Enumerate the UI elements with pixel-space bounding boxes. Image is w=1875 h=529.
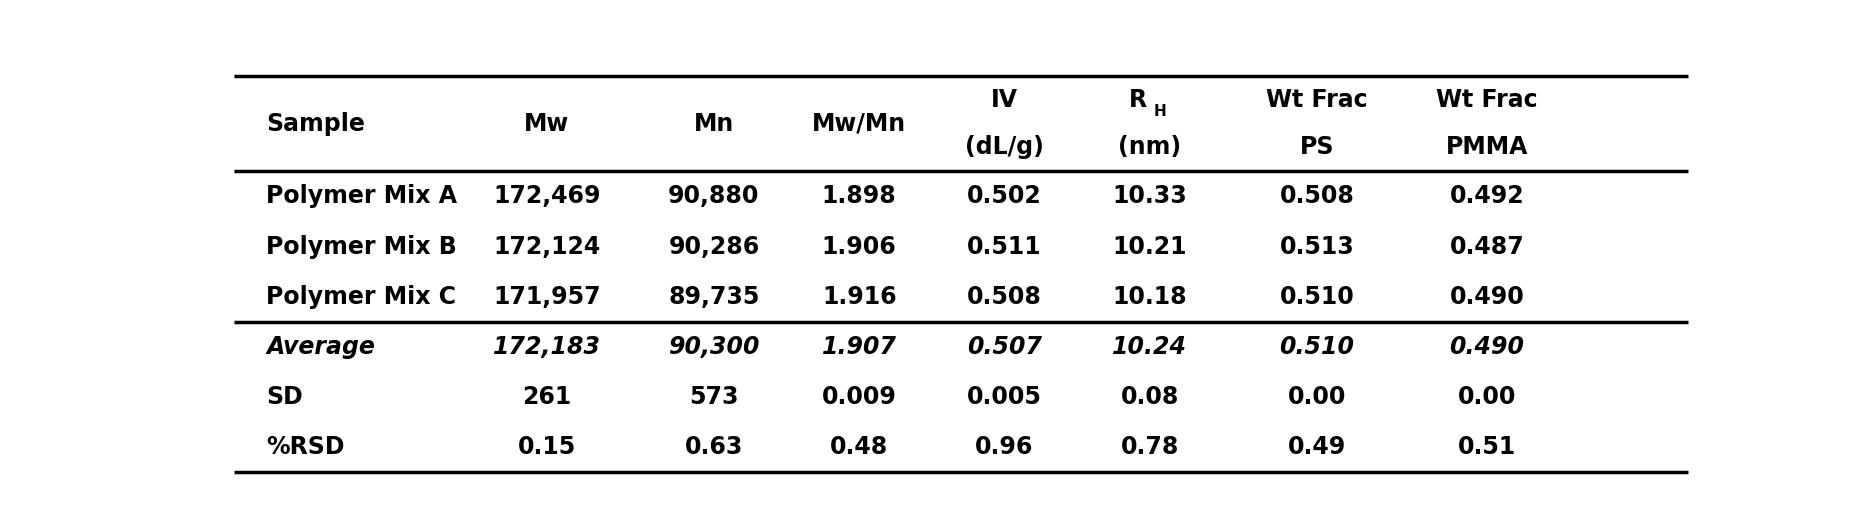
Text: 0.490: 0.490 bbox=[1449, 285, 1524, 309]
Text: 0.63: 0.63 bbox=[684, 435, 742, 459]
Text: 0.508: 0.508 bbox=[1279, 185, 1354, 208]
Text: %RSD: %RSD bbox=[266, 435, 345, 459]
Text: 0.00: 0.00 bbox=[1288, 385, 1346, 409]
Text: PS: PS bbox=[1299, 135, 1335, 159]
Text: 0.48: 0.48 bbox=[831, 435, 889, 459]
Text: 90,300: 90,300 bbox=[668, 335, 759, 359]
Text: Polymer Mix C: Polymer Mix C bbox=[266, 285, 456, 309]
Text: IV: IV bbox=[992, 88, 1018, 112]
Text: 0.009: 0.009 bbox=[821, 385, 896, 409]
Text: 0.513: 0.513 bbox=[1279, 234, 1354, 259]
Text: Mw/Mn: Mw/Mn bbox=[812, 112, 906, 135]
Text: 90,286: 90,286 bbox=[668, 234, 759, 259]
Text: Polymer Mix A: Polymer Mix A bbox=[266, 185, 458, 208]
Text: 0.51: 0.51 bbox=[1459, 435, 1517, 459]
Text: Sample: Sample bbox=[266, 112, 366, 135]
Text: Polymer Mix B: Polymer Mix B bbox=[266, 234, 458, 259]
Text: 0.00: 0.00 bbox=[1457, 385, 1517, 409]
Text: 10.18: 10.18 bbox=[1112, 285, 1187, 309]
Text: 0.487: 0.487 bbox=[1449, 234, 1524, 259]
Text: (nm): (nm) bbox=[1118, 135, 1181, 159]
Text: 0.15: 0.15 bbox=[518, 435, 576, 459]
Text: 573: 573 bbox=[690, 385, 739, 409]
Text: 90,880: 90,880 bbox=[668, 185, 759, 208]
Text: 0.490: 0.490 bbox=[1449, 335, 1524, 359]
Text: 0.492: 0.492 bbox=[1449, 185, 1524, 208]
Text: 0.510: 0.510 bbox=[1279, 285, 1354, 309]
Text: Average: Average bbox=[266, 335, 375, 359]
Text: 1.907: 1.907 bbox=[821, 335, 896, 359]
Text: 0.96: 0.96 bbox=[975, 435, 1033, 459]
Text: Mn: Mn bbox=[694, 112, 733, 135]
Text: H: H bbox=[1153, 104, 1166, 119]
Text: 0.511: 0.511 bbox=[968, 234, 1042, 259]
Text: 0.49: 0.49 bbox=[1288, 435, 1346, 459]
Text: 172,124: 172,124 bbox=[493, 234, 600, 259]
Text: 1.898: 1.898 bbox=[821, 185, 896, 208]
Text: 0.005: 0.005 bbox=[968, 385, 1042, 409]
Text: Wt Frac: Wt Frac bbox=[1436, 88, 1538, 112]
Text: 89,735: 89,735 bbox=[668, 285, 759, 309]
Text: PMMA: PMMA bbox=[1446, 135, 1528, 159]
Text: Mw: Mw bbox=[525, 112, 570, 135]
Text: R: R bbox=[1129, 88, 1148, 112]
Text: 1.906: 1.906 bbox=[821, 234, 896, 259]
Text: 171,957: 171,957 bbox=[493, 285, 600, 309]
Text: 1.916: 1.916 bbox=[821, 285, 896, 309]
Text: (dL/g): (dL/g) bbox=[966, 135, 1044, 159]
Text: 0.08: 0.08 bbox=[1121, 385, 1179, 409]
Text: 10.33: 10.33 bbox=[1112, 185, 1187, 208]
Text: 172,183: 172,183 bbox=[493, 335, 600, 359]
Text: Wt Frac: Wt Frac bbox=[1266, 88, 1367, 112]
Text: 0.510: 0.510 bbox=[1279, 335, 1354, 359]
Text: 10.21: 10.21 bbox=[1112, 234, 1187, 259]
Text: SD: SD bbox=[266, 385, 304, 409]
Text: 261: 261 bbox=[521, 385, 572, 409]
Text: 0.507: 0.507 bbox=[968, 335, 1042, 359]
Text: 0.508: 0.508 bbox=[968, 285, 1042, 309]
Text: 172,469: 172,469 bbox=[493, 185, 600, 208]
Text: 0.502: 0.502 bbox=[968, 185, 1042, 208]
Text: 0.78: 0.78 bbox=[1121, 435, 1179, 459]
Text: 10.24: 10.24 bbox=[1112, 335, 1187, 359]
